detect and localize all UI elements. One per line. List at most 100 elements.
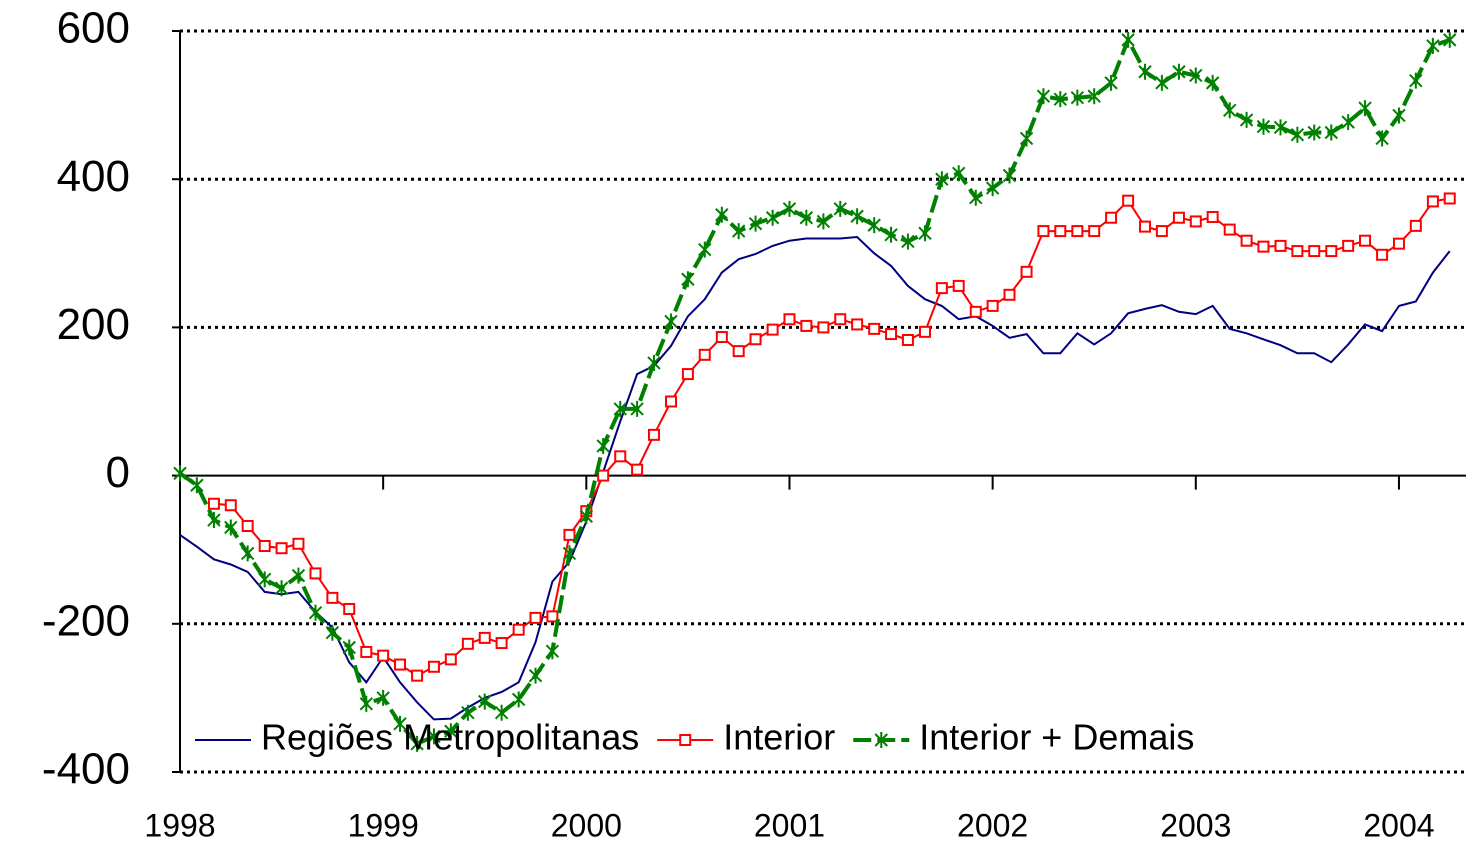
point-marker — [1155, 225, 1168, 238]
point-marker — [748, 215, 763, 232]
x-tick-label: 2004 — [1363, 807, 1434, 842]
point-marker — [1325, 245, 1338, 258]
point-marker — [969, 305, 982, 318]
point-marker — [918, 325, 931, 338]
point-marker — [731, 223, 746, 240]
point-marker — [715, 206, 729, 223]
point-marker — [817, 321, 830, 334]
point-marker — [884, 226, 898, 243]
point-marker — [969, 189, 983, 206]
point-marker — [732, 345, 745, 358]
point-marker — [799, 209, 814, 226]
legend-label: Interior + Demais — [919, 717, 1194, 758]
point-marker — [1121, 31, 1135, 48]
point-marker — [1172, 211, 1185, 224]
point-marker — [342, 639, 356, 656]
point-marker — [292, 537, 305, 550]
point-marker — [545, 643, 560, 660]
point-marker — [665, 395, 678, 408]
point-marker — [901, 233, 915, 250]
point-marker — [512, 623, 525, 636]
point-marker — [715, 331, 728, 344]
point-marker — [1037, 225, 1050, 238]
y-tick-label: 400 — [57, 152, 130, 201]
point-marker — [427, 660, 440, 673]
point-marker — [562, 545, 577, 562]
point-marker — [867, 217, 881, 234]
point-marker — [1409, 72, 1423, 89]
point-marker — [325, 624, 340, 641]
point-marker — [851, 318, 864, 331]
point-marker — [935, 282, 948, 295]
point-marker — [952, 165, 966, 182]
legend-label: Interior — [723, 717, 835, 758]
point-marker — [529, 611, 542, 624]
point-marker — [816, 213, 831, 230]
point-marker — [885, 328, 898, 341]
point-marker — [1088, 225, 1101, 238]
point-marker — [258, 539, 271, 552]
point-marker — [986, 299, 999, 312]
x-tick-label: 1999 — [348, 807, 419, 842]
point-marker — [1426, 195, 1439, 208]
point-marker — [782, 200, 797, 217]
point-marker — [1256, 118, 1271, 135]
point-marker — [190, 477, 204, 494]
point-marker — [478, 631, 491, 644]
point-marker — [511, 691, 526, 708]
point-marker — [1274, 239, 1287, 252]
point-marker — [766, 323, 779, 336]
point-marker — [868, 322, 881, 335]
series-line — [178, 35, 1451, 747]
point-marker — [664, 313, 678, 330]
point-marker — [1273, 119, 1288, 136]
y-tick-label: 0 — [106, 448, 130, 497]
point-marker — [1139, 220, 1152, 233]
point-marker — [1358, 100, 1372, 117]
series-line — [179, 235, 1451, 721]
point-marker — [207, 512, 221, 529]
point-marker — [579, 508, 594, 525]
point-marker — [850, 208, 864, 225]
point-marker — [360, 645, 373, 658]
legend-marker — [874, 732, 888, 748]
point-marker — [461, 637, 474, 650]
point-marker — [1324, 124, 1339, 141]
point-marker — [1070, 89, 1085, 106]
point-marker — [326, 591, 339, 604]
point-marker — [783, 313, 796, 326]
point-marker — [1375, 130, 1389, 147]
legend-label: Regiões Metropolitanas — [261, 717, 639, 758]
y-tick-label: 600 — [57, 4, 130, 53]
x-tick-label: 2000 — [551, 807, 622, 842]
point-marker — [1189, 67, 1203, 84]
point-marker — [1036, 88, 1051, 105]
point-marker — [309, 567, 322, 580]
point-marker — [935, 171, 949, 188]
point-marker — [377, 649, 390, 662]
point-marker — [240, 545, 255, 562]
x-tick-label: 1998 — [144, 807, 215, 842]
point-marker — [546, 610, 559, 623]
point-marker — [1223, 223, 1236, 236]
point-marker — [1071, 225, 1084, 238]
point-marker — [563, 528, 576, 541]
point-marker — [1002, 167, 1017, 184]
point-marker — [1020, 265, 1033, 278]
point-marker — [241, 519, 254, 532]
point-marker — [614, 450, 627, 463]
point-marker — [1053, 91, 1067, 108]
point-marker — [461, 704, 475, 721]
point-marker — [394, 658, 407, 671]
point-marker — [681, 368, 694, 381]
point-marker — [1257, 240, 1270, 253]
point-marker — [631, 463, 644, 476]
x-tick-label: 2001 — [754, 807, 825, 842]
point-marker — [1239, 111, 1254, 128]
y-tick-label: 200 — [57, 300, 130, 349]
point-marker — [1392, 237, 1405, 250]
point-marker — [275, 542, 288, 555]
point-marker — [765, 209, 780, 226]
point-marker — [308, 604, 323, 621]
